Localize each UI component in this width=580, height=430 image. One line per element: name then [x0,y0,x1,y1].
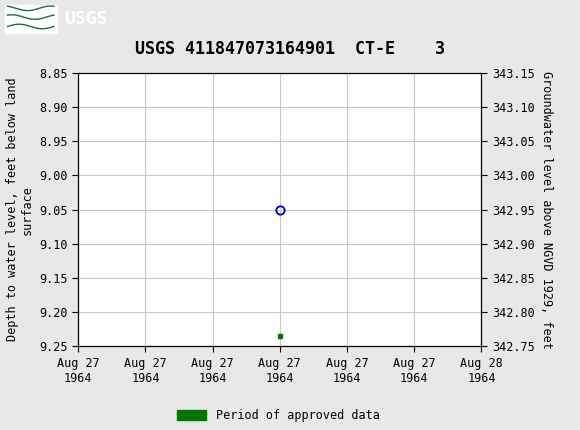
Text: USGS: USGS [64,10,107,28]
Y-axis label: Groundwater level above NGVD 1929, feet: Groundwater level above NGVD 1929, feet [540,71,553,349]
FancyBboxPatch shape [5,5,57,33]
Legend: Period of approved data: Period of approved data [177,409,380,422]
Y-axis label: Depth to water level, feet below land
surface: Depth to water level, feet below land su… [6,78,34,341]
Text: USGS 411847073164901  CT-E    3: USGS 411847073164901 CT-E 3 [135,40,445,58]
